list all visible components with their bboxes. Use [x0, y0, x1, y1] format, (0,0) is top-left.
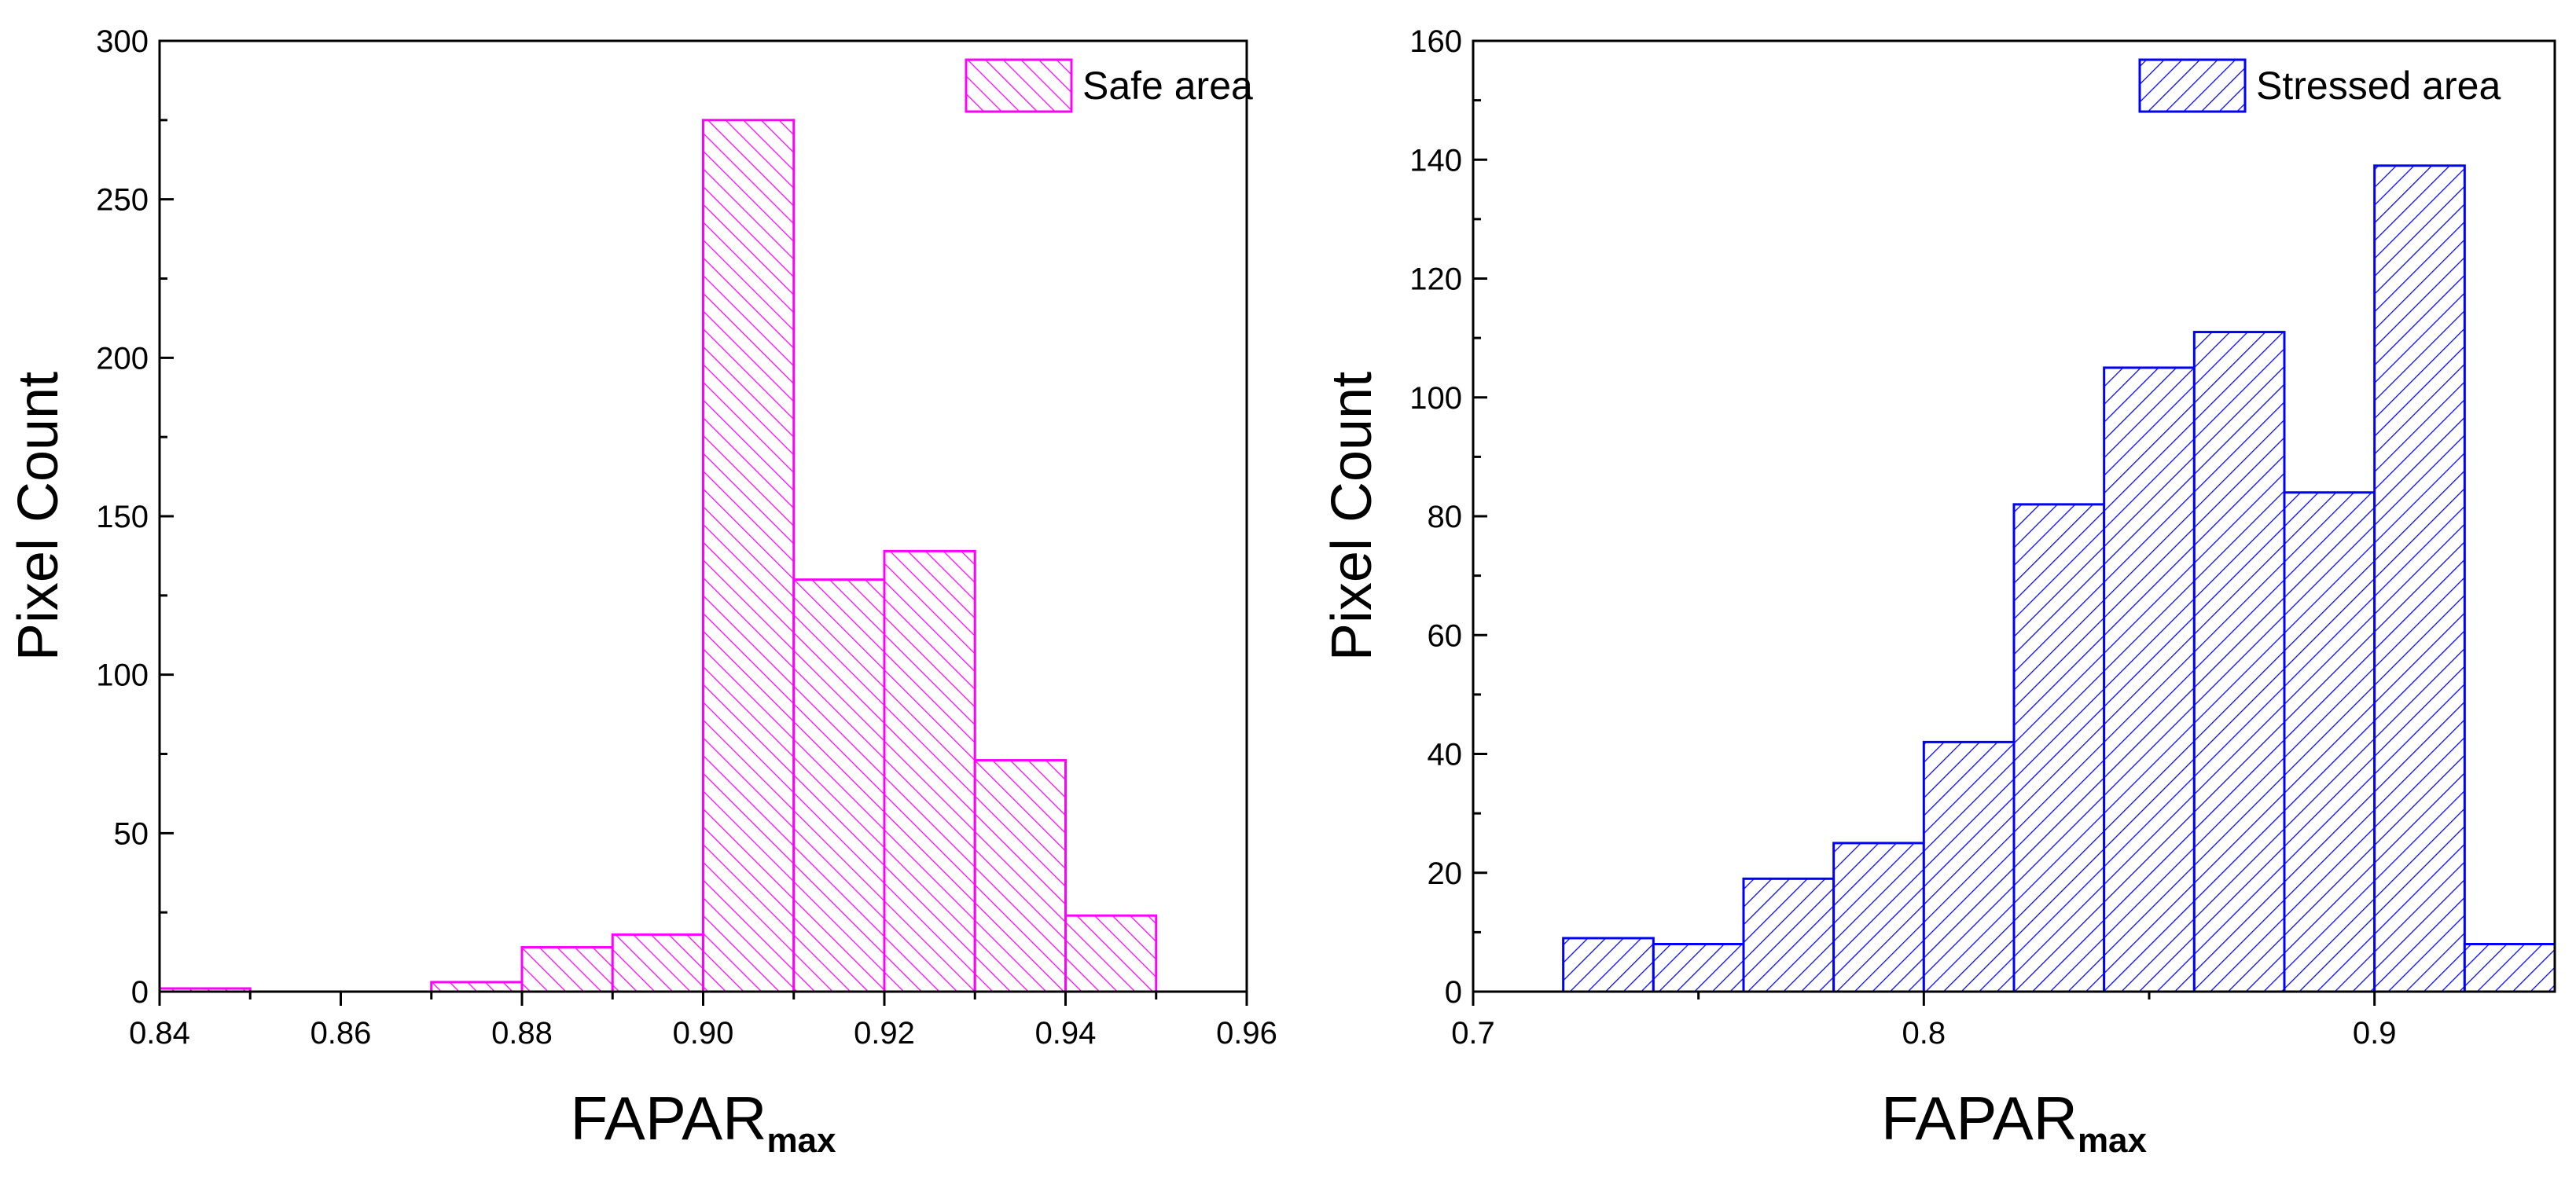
safe-histogram-bar-4 [702, 119, 796, 993]
stressed-histogram-bar-2 [1742, 877, 1836, 993]
safe-histogram-bar-5 [792, 578, 886, 993]
stressed-legend-label: Stressed area [2256, 64, 2501, 108]
safe-x-tick-label: 0.90 [673, 1016, 734, 1051]
stressed-area-histogram-panel: 0 20 40 60 80 100 120 140 160 0.7 0.8 0.9 FAPARmax Pi… [1321, 24, 2556, 1160]
stressed-y-axis-label: Pixel Count [1321, 372, 1384, 661]
safe-histogram-bar-3 [611, 933, 704, 993]
safe-x-tick-label: 0.86 [311, 1016, 372, 1051]
stressed-y-tick-label: 80 [1428, 500, 1463, 534]
safe-y-tick-label: 50 [114, 816, 149, 851]
safe-y-tick-label: 0 [131, 975, 149, 1010]
safe-histogram-bar-1 [430, 981, 524, 993]
stressed-histogram-bar-8 [2283, 491, 2376, 993]
stressed-y-tick-label: 160 [1409, 24, 1462, 59]
stressed-y-tick-label: 120 [1409, 262, 1462, 297]
stressed-histogram-bar-10 [2463, 943, 2556, 993]
safe-area-histogram-panel: 0 50 100 150 200 250 300 0.84 0.86 0.88 0.90 0.92 0.… [7, 24, 1277, 1160]
stressed-y-tick-label: 20 [1428, 856, 1463, 891]
safe-x-axis-label: FAPARmax [570, 1084, 836, 1160]
stressed-histogram-bar-3 [1832, 842, 1925, 993]
safe-histogram-bar-8 [1064, 914, 1158, 993]
stressed-histogram-bar-0 [1562, 937, 1655, 993]
safe-x-tick-label: 0.88 [491, 1016, 553, 1051]
safe-y-tick-label: 300 [96, 24, 149, 59]
safe-legend-swatch [965, 58, 1073, 113]
safe-y-tick-label: 150 [96, 500, 149, 534]
safe-histogram-bar-6 [883, 549, 976, 993]
safe-y-tick-label: 100 [96, 658, 149, 693]
safe-histogram-bar-7 [973, 759, 1067, 993]
stressed-y-tick-label: 100 [1409, 381, 1462, 416]
stressed-y-tick-label: 60 [1428, 618, 1463, 653]
stressed-histogram-bar-5 [2012, 503, 2106, 993]
stressed-histogram-bar-6 [2103, 366, 2196, 993]
safe-y-tick-label: 250 [96, 183, 149, 218]
stressed-y-tick-label: 140 [1409, 143, 1462, 178]
safe-legend-label: Safe area [1082, 64, 1253, 108]
stressed-histogram-bar-1 [1652, 943, 1745, 993]
stressed-x-axis-label: FAPARmax [1881, 1084, 2148, 1160]
stressed-x-tick-label: 0.9 [2353, 1016, 2397, 1051]
stressed-y-tick-label: 40 [1428, 738, 1463, 772]
safe-x-tick-label: 0.92 [854, 1016, 915, 1051]
safe-y-tick-label: 200 [96, 341, 149, 376]
stressed-x-tick-label: 0.7 [1451, 1016, 1495, 1051]
safe-x-tick-label: 0.84 [129, 1016, 190, 1051]
stressed-histogram-bar-4 [1922, 740, 2016, 993]
stressed-histogram-bar-9 [2373, 164, 2466, 993]
stressed-histogram-bar-7 [2192, 331, 2286, 993]
safe-histogram-bar-2 [520, 946, 614, 993]
safe-x-tick-label: 0.96 [1216, 1016, 1277, 1051]
stressed-legend-swatch [2138, 58, 2247, 113]
safe-x-tick-label: 0.94 [1035, 1016, 1097, 1051]
stressed-y-tick-label: 0 [1445, 975, 1462, 1010]
safe-y-axis-label: Pixel Count [7, 372, 70, 661]
stressed-x-tick-label: 0.8 [1902, 1016, 1946, 1051]
